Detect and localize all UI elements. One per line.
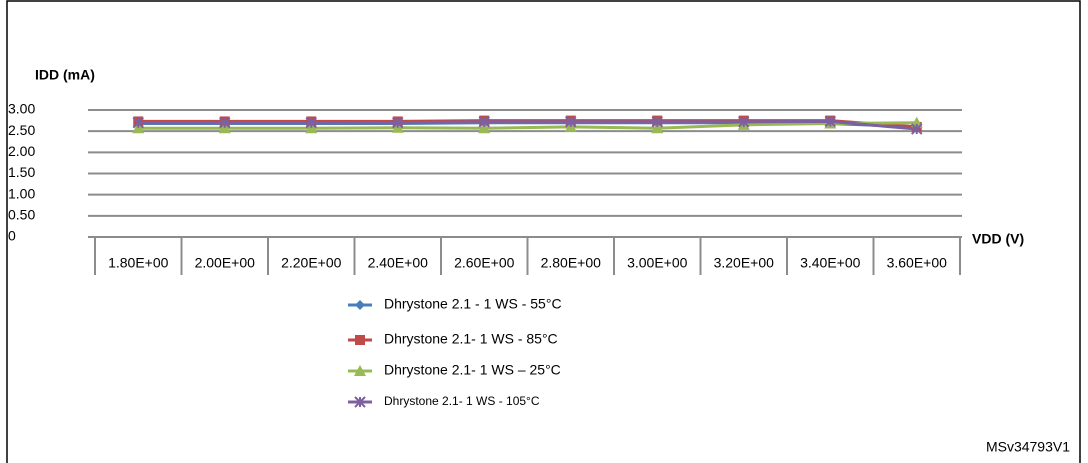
series-line bbox=[138, 121, 917, 130]
point bbox=[478, 122, 491, 134]
point bbox=[824, 115, 836, 128]
y-tick-label: 1.00 bbox=[8, 185, 35, 201]
point bbox=[354, 396, 366, 408]
point bbox=[305, 116, 317, 129]
x-tick-label: 2.80E+00 bbox=[541, 255, 602, 271]
legend-label: Dhrystone 2.1- 1 WS - 105°C bbox=[384, 394, 540, 408]
point bbox=[355, 335, 365, 345]
x-axis-label: VDD (V) bbox=[972, 231, 1024, 247]
x-tick-label: 2.20E+00 bbox=[281, 255, 342, 271]
frame bbox=[6, 0, 1081, 463]
x-tick-label: 3.40E+00 bbox=[800, 255, 861, 271]
y-tick-label: 2.50 bbox=[8, 122, 35, 138]
legend-label: Dhrystone 2.1- 1 WS – 25°C bbox=[384, 362, 561, 378]
y-tick-label: 1.50 bbox=[8, 164, 35, 180]
point bbox=[738, 116, 750, 128]
point bbox=[219, 116, 231, 129]
x-tick-label: 3.60E+00 bbox=[887, 255, 948, 271]
point bbox=[132, 116, 144, 129]
x-tick-label: 2.60E+00 bbox=[454, 255, 515, 271]
point bbox=[911, 123, 923, 135]
point bbox=[651, 122, 664, 134]
legend-label: Dhrystone 2.1 - 1 WS - 55°C bbox=[384, 296, 562, 312]
legend-label: Dhrystone 2.1- 1 WS - 85°C bbox=[384, 331, 558, 347]
x-tick-label: 1.80E+00 bbox=[108, 255, 169, 271]
y-axis-label: IDD (mA) bbox=[35, 67, 95, 83]
x-tick-label: 2.00E+00 bbox=[195, 255, 256, 271]
point bbox=[392, 116, 404, 129]
x-tick-label: 3.00E+00 bbox=[627, 255, 688, 271]
point bbox=[565, 116, 577, 128]
point bbox=[651, 116, 663, 128]
y-tick-label: 2.00 bbox=[8, 143, 35, 159]
x-tick-label: 3.20E+00 bbox=[714, 255, 775, 271]
point bbox=[355, 300, 365, 310]
point bbox=[218, 122, 231, 134]
y-tick-label: 0.50 bbox=[8, 207, 35, 223]
point bbox=[132, 122, 145, 134]
x-tick-label: 2.40E+00 bbox=[368, 255, 429, 271]
y-tick-label: 0 bbox=[8, 228, 16, 244]
point bbox=[354, 365, 366, 376]
figure-id: MSv34793V1 bbox=[986, 439, 1070, 455]
point bbox=[305, 122, 318, 134]
point bbox=[478, 116, 490, 128]
y-tick-label: 3.00 bbox=[8, 101, 35, 117]
series-line bbox=[138, 119, 917, 131]
